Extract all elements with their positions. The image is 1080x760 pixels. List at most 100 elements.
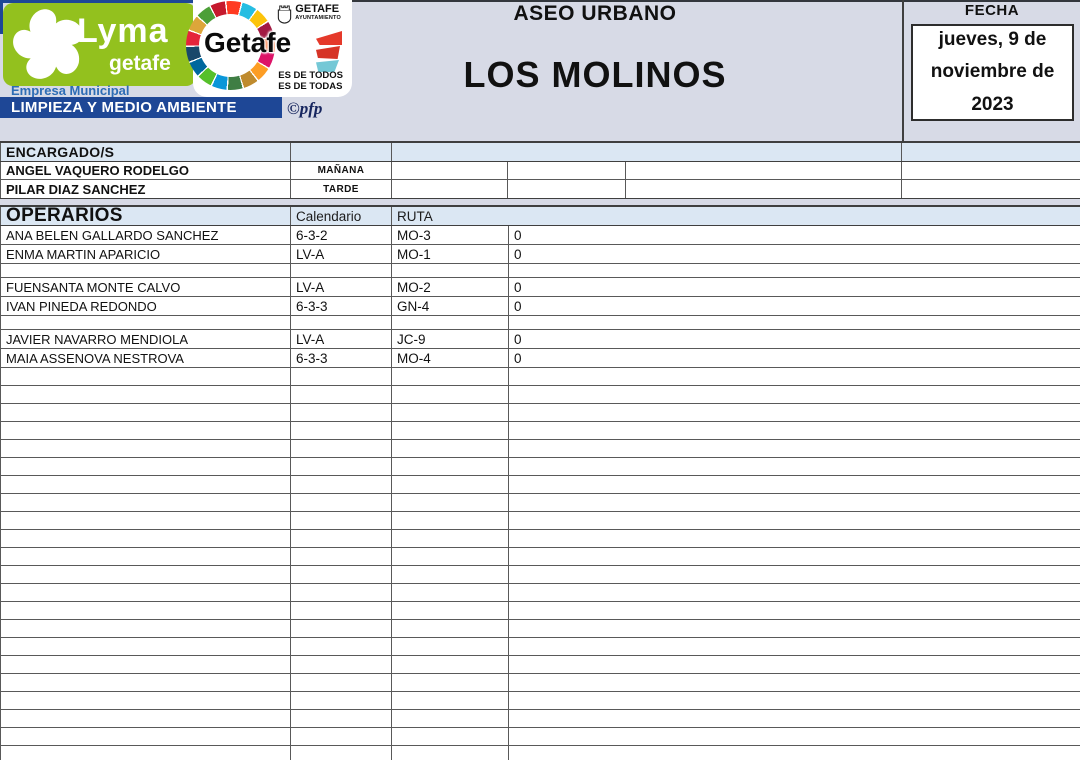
operarios-rows: ANA BELEN GALLARDO SANCHEZ 6-3-2 MO-3 0 ENMA…: [0, 226, 1080, 760]
empty-table-row: [0, 566, 1080, 584]
empty-cell: [0, 404, 291, 421]
empty-cell: [291, 710, 392, 727]
getafe-tagline: ES DE TODOS ES DE TODAS: [278, 70, 343, 93]
empty-cell: [392, 404, 509, 421]
empty-table-row: [0, 584, 1080, 602]
getafe-wordmark: Getafe: [204, 27, 292, 58]
operario-name-cell: FUENSANTA MONTE CALVO: [0, 278, 291, 296]
flag-shape-cyan: [316, 60, 339, 72]
empty-table-row: [0, 404, 1080, 422]
getafe-flag-icon: [314, 31, 342, 73]
operario-separator-row: [0, 316, 1080, 330]
empty-cell: [0, 386, 291, 403]
empty-cell: [291, 530, 392, 547]
empty-cell: [0, 458, 291, 475]
operarios-header-row: OPERARIOS Calendario RUTA: [0, 205, 1080, 226]
encargado-shift-cell: TARDE: [291, 180, 392, 198]
empty-table-row: [0, 746, 1080, 760]
service-title: ASEO URBANO: [513, 2, 677, 25]
empty-cell: [291, 143, 392, 161]
encargados-header-row: ENCARGADO/S: [0, 143, 1080, 162]
ayuntamiento-crest-icon: [278, 5, 292, 24]
empty-cell: [392, 180, 508, 198]
empty-cell: [509, 674, 1080, 691]
empty-cell: [509, 548, 1080, 565]
ayuntamiento-block: GETAFE AYUNTAMIENTO: [277, 3, 341, 24]
empty-cell: [291, 512, 392, 529]
empty-table-row: [0, 386, 1080, 404]
empty-cell: [291, 458, 392, 475]
empty-cell: [392, 692, 509, 709]
operario-ruta-cell: [392, 264, 509, 277]
empty-cell: [509, 458, 1080, 475]
empty-cell: [291, 728, 392, 745]
empty-cell: [509, 728, 1080, 745]
empty-cell: [902, 180, 1080, 198]
operario-obs-cell: 0: [514, 227, 522, 243]
encargados-section-label: ENCARGADO/S: [0, 143, 291, 161]
empty-cell: [392, 656, 509, 673]
operario-row: JAVIER NAVARRO MENDIOLA LV-A JC-9 0: [0, 330, 1080, 349]
empty-cell: [509, 692, 1080, 709]
column-header-ruta: RUTA: [397, 208, 433, 224]
empty-cell: [0, 440, 291, 457]
flag-shape-red-mid: [316, 46, 340, 59]
empty-cell: [392, 566, 509, 583]
fecha-label: FECHA: [964, 2, 1020, 19]
empty-cell: [626, 180, 902, 198]
empty-cell: [291, 566, 392, 583]
operario-calendario-cell: 6-3-3: [291, 349, 392, 367]
operario-name-cell: IVAN PINEDA REDONDO: [0, 297, 291, 315]
getafe-logo: Getafe GETAFE AYUNTAMIENTO ES DE TODOS E…: [186, 0, 352, 97]
operario-row: ANA BELEN GALLARDO SANCHEZ 6-3-2 MO-3 0: [0, 226, 1080, 245]
encargado-row: ANGEL VAQUERO RODELGO MAÑANA: [0, 162, 1080, 180]
empty-table-row: [0, 656, 1080, 674]
empty-cell: [291, 386, 392, 403]
lyma-wordmark: Lyma: [77, 12, 169, 50]
empty-cell: [509, 440, 1080, 457]
empty-table-row: [0, 728, 1080, 746]
date-value-box: jueves, 9 de noviembre de 2023: [911, 24, 1074, 121]
operario-obs-cell: 0: [514, 331, 522, 347]
operario-obs-cell: 0: [514, 246, 522, 262]
empty-cell: [392, 458, 509, 475]
empty-cell: [509, 530, 1080, 547]
empty-cell: [392, 638, 509, 655]
empty-cell: [509, 368, 1080, 385]
empty-cell: [0, 368, 291, 385]
empty-table-row: [0, 458, 1080, 476]
empty-cell: [508, 180, 626, 198]
operario-ruta-cell: [392, 316, 509, 329]
empty-table-row: [0, 530, 1080, 548]
tagline-line-1: ES DE TODOS: [278, 70, 343, 81]
empty-cell: [0, 548, 291, 565]
empty-cell: [0, 602, 291, 619]
operario-obs-cell: 0: [514, 298, 522, 314]
empty-cell: [0, 476, 291, 493]
empty-cell: [291, 548, 392, 565]
fecha-block: FECHA jueves, 9 de noviembre de 2023: [902, 0, 1080, 141]
operario-calendario-cell: 6-3-2: [291, 226, 392, 244]
empty-cell: [0, 422, 291, 439]
operario-row: IVAN PINEDA REDONDO 6-3-3 GN-4 0: [0, 297, 1080, 316]
operario-calendario-cell: [291, 316, 392, 329]
operario-row: FUENSANTA MONTE CALVO LV-A MO-2 0: [0, 278, 1080, 297]
empty-cell: [392, 728, 509, 745]
operario-name-cell: [0, 316, 291, 329]
encargado-name-cell: PILAR DIAZ SANCHEZ: [0, 180, 291, 198]
empty-table-row: [0, 620, 1080, 638]
empty-cell: [392, 530, 509, 547]
empty-cell: [509, 602, 1080, 619]
document-header: Lyma getafe Empresa Municipal LIMPIEZA Y…: [0, 0, 1080, 141]
empty-table-row: [0, 638, 1080, 656]
operario-calendario-cell: 6-3-3: [291, 297, 392, 315]
operario-obs-cell: 0: [514, 279, 522, 295]
empty-cell: [0, 566, 291, 583]
empty-cell: [291, 746, 392, 760]
empty-cell: [392, 476, 509, 493]
empty-cell: [392, 386, 509, 403]
operario-name-cell: MAIA ASSENOVA NESTROVA: [0, 349, 291, 367]
empty-cell: [291, 440, 392, 457]
empty-cell: [392, 746, 509, 760]
operario-ruta-cell: JC-9: [392, 330, 509, 348]
